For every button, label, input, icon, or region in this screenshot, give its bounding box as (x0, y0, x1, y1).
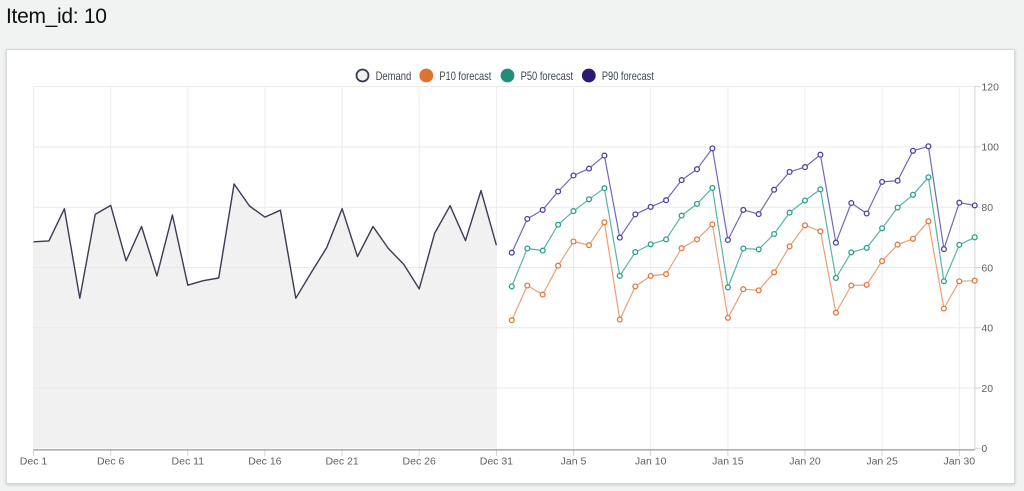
svg-text:Jan 25: Jan 25 (866, 456, 898, 468)
svg-text:20: 20 (981, 383, 993, 395)
svg-text:Jan 15: Jan 15 (712, 456, 744, 468)
svg-text:Jan 10: Jan 10 (635, 456, 667, 468)
svg-text:40: 40 (981, 323, 993, 335)
svg-text:P10 forecast: P10 forecast (439, 69, 491, 83)
svg-text:Dec 16: Dec 16 (248, 456, 281, 468)
svg-text:Demand: Demand (376, 69, 412, 83)
svg-text:Jan 5: Jan 5 (561, 456, 587, 468)
svg-text:Dec 26: Dec 26 (403, 456, 436, 468)
svg-text:100: 100 (981, 142, 999, 154)
svg-text:Jan 30: Jan 30 (944, 456, 976, 468)
svg-text:Dec 1: Dec 1 (20, 456, 48, 468)
svg-text:Dec 6: Dec 6 (97, 456, 125, 468)
svg-text:Dec 21: Dec 21 (325, 456, 358, 468)
svg-text:Dec 31: Dec 31 (480, 456, 513, 468)
svg-text:P90 forecast: P90 forecast (602, 69, 654, 83)
svg-text:Dec 11: Dec 11 (172, 456, 205, 468)
svg-text:80: 80 (981, 202, 993, 214)
svg-text:0: 0 (981, 443, 987, 455)
svg-text:Jan 20: Jan 20 (789, 456, 821, 468)
svg-text:P50 forecast: P50 forecast (521, 69, 574, 83)
svg-text:120: 120 (981, 81, 999, 93)
svg-text:60: 60 (981, 262, 993, 274)
